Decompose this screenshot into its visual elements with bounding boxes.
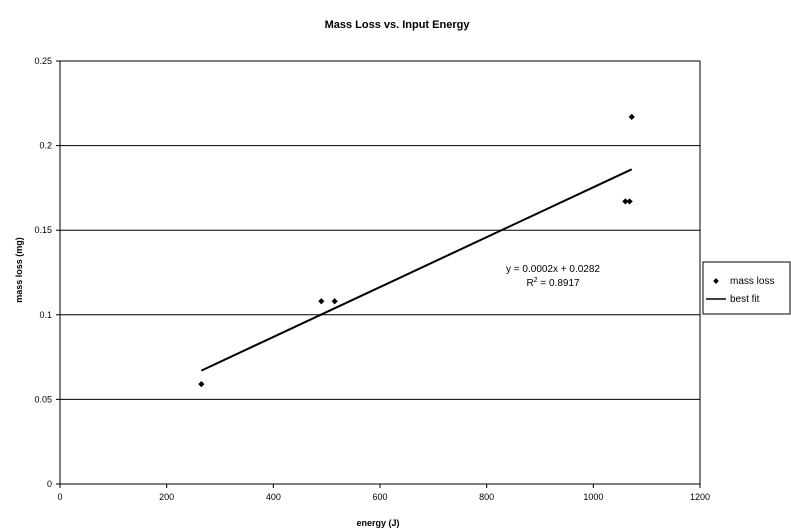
- grid-lines: [60, 145, 700, 400]
- x-tick-label: 1000: [583, 492, 603, 502]
- x-tick-label: 0: [57, 492, 62, 502]
- x-tick-label: 400: [266, 492, 281, 502]
- x-tick-label: 1200: [690, 492, 710, 502]
- y-tick-label: 0.1: [39, 310, 52, 320]
- series-layer: [198, 113, 635, 388]
- fit-r-squared: R2 = 0.8917: [526, 277, 580, 289]
- y-axis-label: mass loss (mg): [14, 237, 24, 303]
- chart-title: Mass Loss vs. Input Energy: [325, 19, 471, 31]
- y-tick-label: 0.25: [34, 56, 52, 66]
- x-axis-ticks: 0 200 400 600 800 1000 1200: [57, 484, 710, 502]
- fit-equation: y = 0.0002x + 0.0282: [506, 264, 600, 275]
- y-tick-label: 0.2: [39, 141, 52, 151]
- data-point: [318, 298, 325, 305]
- plot-area: [59, 60, 701, 485]
- data-point: [331, 298, 338, 305]
- y-tick-label: 0.15: [34, 225, 52, 235]
- legend: mass loss best fit: [702, 261, 791, 315]
- x-tick-label: 800: [479, 492, 494, 502]
- y-tick-label: 0: [47, 479, 52, 489]
- legend-marker-mass-loss: [713, 278, 719, 284]
- data-point: [198, 381, 205, 388]
- x-tick-label: 200: [159, 492, 174, 502]
- y-tick-label: 0.05: [34, 394, 52, 404]
- x-tick-label: 600: [372, 492, 387, 502]
- x-axis-label: energy (J): [356, 518, 399, 528]
- data-point: [628, 113, 635, 120]
- legend-label-mass-loss: mass loss: [730, 276, 774, 287]
- y-axis-ticks: 0 0.05 0.1 0.15 0.2 0.25: [34, 56, 60, 489]
- best-fit-line: [200, 168, 633, 372]
- data-point: [626, 198, 633, 205]
- legend-box: [702, 261, 791, 315]
- legend-label-best-fit: best fit: [730, 294, 760, 305]
